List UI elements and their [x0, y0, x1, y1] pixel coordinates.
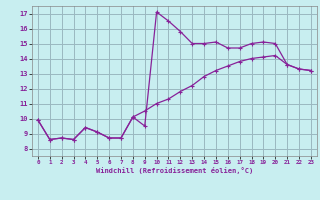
X-axis label: Windchill (Refroidissement éolien,°C): Windchill (Refroidissement éolien,°C) [96, 167, 253, 174]
